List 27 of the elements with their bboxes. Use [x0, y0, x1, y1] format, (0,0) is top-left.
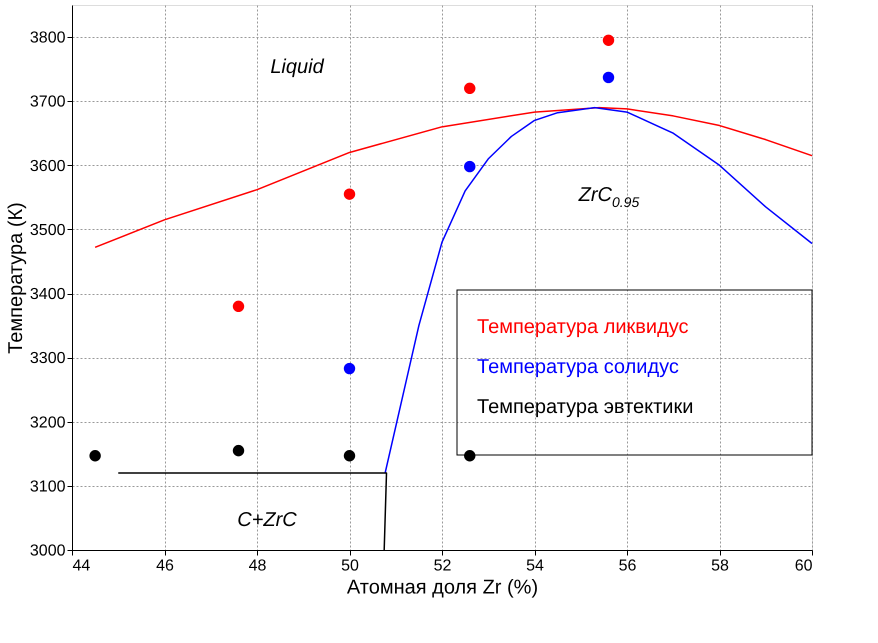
x-tick-label: 56	[618, 558, 636, 574]
x-tick-label: 46	[156, 558, 174, 574]
y-tick-label: 3300	[30, 350, 66, 368]
y-tick-label: 3400	[30, 286, 66, 304]
y-tick-label: 3700	[30, 94, 66, 111]
annotation: Liquid	[270, 56, 325, 78]
line-series	[384, 106, 813, 474]
y-tick-label: 3000	[30, 542, 66, 560]
y-axis-title: Температура (К)	[4, 202, 27, 354]
x-tick-label: 54	[526, 558, 544, 574]
x-tick-label: 52	[434, 558, 452, 574]
text: Температура ликвидус	[477, 316, 689, 338]
y-tick-label: 3600	[30, 158, 66, 175]
x-tick-label: 58	[711, 558, 729, 574]
x-tick-label: 50	[341, 558, 359, 574]
y-tick-label: 3200	[30, 414, 66, 432]
y-tick-label: 3100	[30, 478, 66, 496]
x-axis-title: Атомная доля Zr (%)	[346, 576, 538, 598]
x-tick-label: 44	[72, 558, 90, 574]
y-tick-label: 3500	[30, 222, 66, 239]
series-label: Температура эвтектики	[477, 396, 694, 418]
x-tick-label: 48	[248, 558, 266, 574]
line-series	[94, 106, 813, 248]
annotation: C+ZrC	[237, 509, 298, 531]
text: Температура солидус	[477, 356, 679, 378]
y-tick-label: 3800	[30, 30, 66, 47]
x-tick-label: 60	[794, 558, 813, 574]
